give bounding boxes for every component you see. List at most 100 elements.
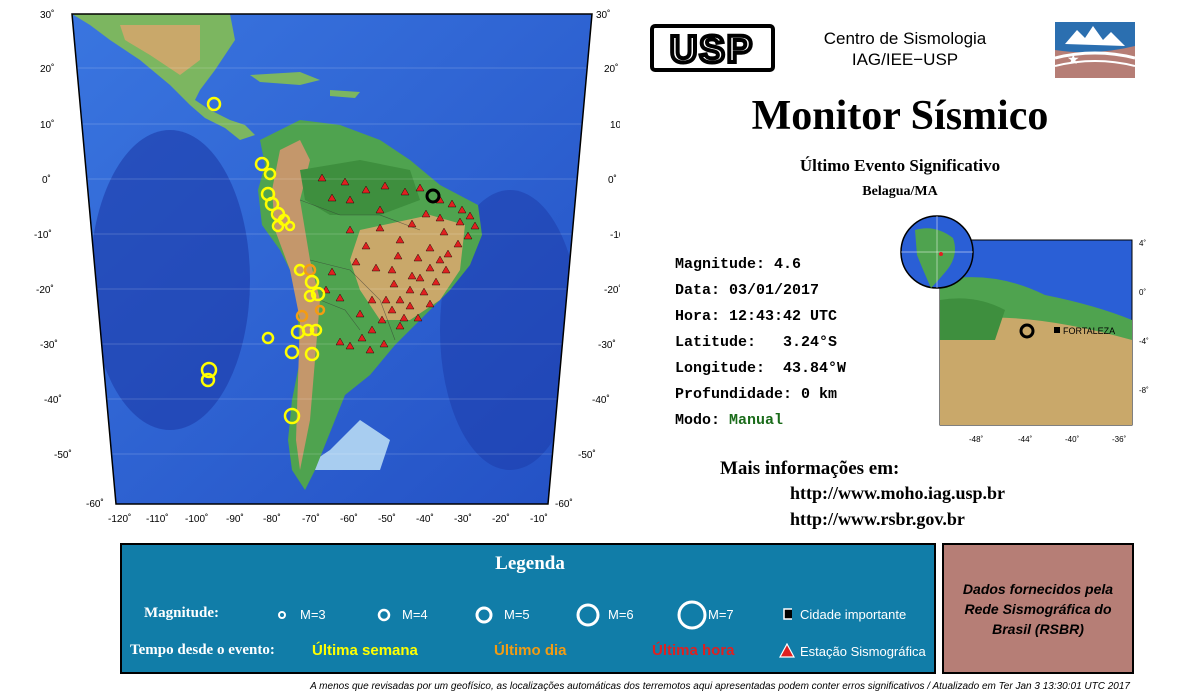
usp-logo: USP [650, 24, 775, 73]
lat-label: -40˚ [592, 394, 610, 406]
lat-label: -10˚ [610, 229, 620, 241]
institution-line-1: Centro de Sismologia [823, 29, 987, 48]
inset-lat-label: 0˚ [1139, 288, 1146, 297]
earthquake-marker[interactable] [200, 372, 216, 388]
station-marker [367, 295, 377, 304]
earthquake-marker[interactable] [304, 346, 320, 362]
station-marker [425, 243, 435, 252]
event-location: Belagua/MA [862, 184, 938, 199]
last-day-label: Último dia [494, 642, 567, 659]
lat-label: -50˚ [578, 449, 596, 461]
magnitude-value: 4.6 [774, 256, 802, 273]
station-marker [395, 321, 405, 330]
station-marker [435, 213, 445, 222]
lon-label: -110˚ [146, 513, 169, 525]
earthquake-marker[interactable] [263, 167, 277, 181]
legend: Legenda Magnitude: M=3 M=4 M=5 M=6 M=7 C… [120, 543, 936, 674]
latest-event-marker[interactable] [425, 188, 441, 204]
station-marker [441, 265, 451, 274]
lon-label: -60˚ [340, 513, 358, 525]
lon-label: -50˚ [378, 513, 396, 525]
iag-logo: ★ [1055, 22, 1135, 78]
m4-label: M=4 [402, 607, 428, 622]
lon-label: -120˚ [108, 513, 131, 525]
earthquake-marker[interactable] [304, 274, 320, 290]
earthquake-marker[interactable] [301, 323, 315, 337]
moho-link[interactable]: http://www.moho.iag.usp.br [790, 483, 1006, 503]
lon-label: -30˚ [454, 513, 472, 525]
m7-circle-icon [677, 600, 707, 630]
rsbr-link[interactable]: http://www.rsbr.gov.br [790, 509, 965, 529]
station-marker [421, 209, 431, 218]
m5-label: M=5 [504, 607, 530, 622]
earthquake-marker[interactable] [271, 219, 285, 233]
earthquake-marker[interactable] [309, 323, 323, 337]
data-source-box: Dados fornecidos pela Rede Sismográfica … [942, 543, 1134, 674]
more-info-heading: Mais informações em: [720, 458, 900, 479]
station-marker [335, 337, 345, 346]
station-marker [351, 257, 361, 266]
earthquake-marker[interactable] [261, 331, 275, 345]
lat-label: -10˚ [34, 229, 52, 241]
station-marker [345, 225, 355, 234]
city-legend-label: Cidade importante [800, 607, 907, 622]
station-marker [387, 265, 397, 274]
station-marker [361, 241, 371, 250]
m6-circle-icon [576, 603, 600, 627]
station-marker [357, 333, 367, 342]
station-marker [405, 285, 415, 294]
lat-label: 0˚ [42, 174, 51, 186]
earthquake-marker[interactable] [284, 220, 296, 232]
earthquake-marker[interactable] [314, 304, 326, 316]
lat-label: 10˚ [610, 119, 620, 131]
page-subtitle: Último Evento Significativo [799, 156, 1001, 175]
lat-label: 20˚ [40, 63, 54, 75]
time-value: 12:43:42 UTC [729, 308, 838, 325]
city-square-icon [783, 608, 792, 620]
earthquake-marker[interactable] [206, 96, 222, 112]
earthquake-marker[interactable] [303, 263, 317, 277]
lat-label: 0˚ [608, 174, 617, 186]
earthquake-marker[interactable] [254, 156, 270, 172]
lat-label: -40˚ [44, 394, 62, 406]
station-marker [393, 251, 403, 260]
station-marker [399, 313, 409, 322]
lat-label: -30˚ [40, 339, 58, 351]
inset-lon-label: -48˚ [969, 435, 984, 444]
lat-label: 10˚ [40, 119, 54, 131]
station-marker [431, 277, 441, 286]
station-marker [470, 221, 480, 230]
station-marker [455, 217, 465, 226]
lat-label: -20˚ [36, 284, 54, 296]
station-marker [377, 315, 387, 324]
lon-label: -100˚ [185, 513, 208, 525]
station-marker [335, 293, 345, 302]
station-marker [379, 339, 389, 348]
station-marker [380, 181, 390, 190]
station-marker [361, 185, 371, 194]
station-marker [375, 223, 385, 232]
earthquake-marker[interactable] [284, 344, 300, 360]
station-marker [355, 309, 365, 318]
earthquake-marker[interactable] [295, 309, 309, 323]
station-marker [375, 205, 385, 214]
earthquake-marker[interactable] [283, 407, 301, 425]
earthquake-marker[interactable] [200, 361, 218, 379]
lon-label: -40˚ [416, 513, 434, 525]
m3-label: M=3 [300, 607, 326, 622]
svg-text:USP: USP [670, 29, 754, 71]
station-marker [371, 263, 381, 272]
station-marker [413, 313, 423, 322]
institution-line-2: IAG/IEE−USP [851, 50, 959, 69]
svg-text:★: ★ [1067, 51, 1080, 67]
time-legend-label: Tempo desde o evento: [130, 642, 275, 658]
earthquake-marker[interactable] [310, 286, 326, 302]
m7-label: M=7 [708, 607, 734, 622]
lat-label: -50˚ [54, 449, 72, 461]
station-marker [405, 301, 415, 310]
seismic-stations [317, 173, 480, 354]
station-marker [389, 279, 399, 288]
earthquake-marker[interactable] [303, 289, 317, 303]
station-marker [395, 235, 405, 244]
station-marker [340, 177, 350, 186]
